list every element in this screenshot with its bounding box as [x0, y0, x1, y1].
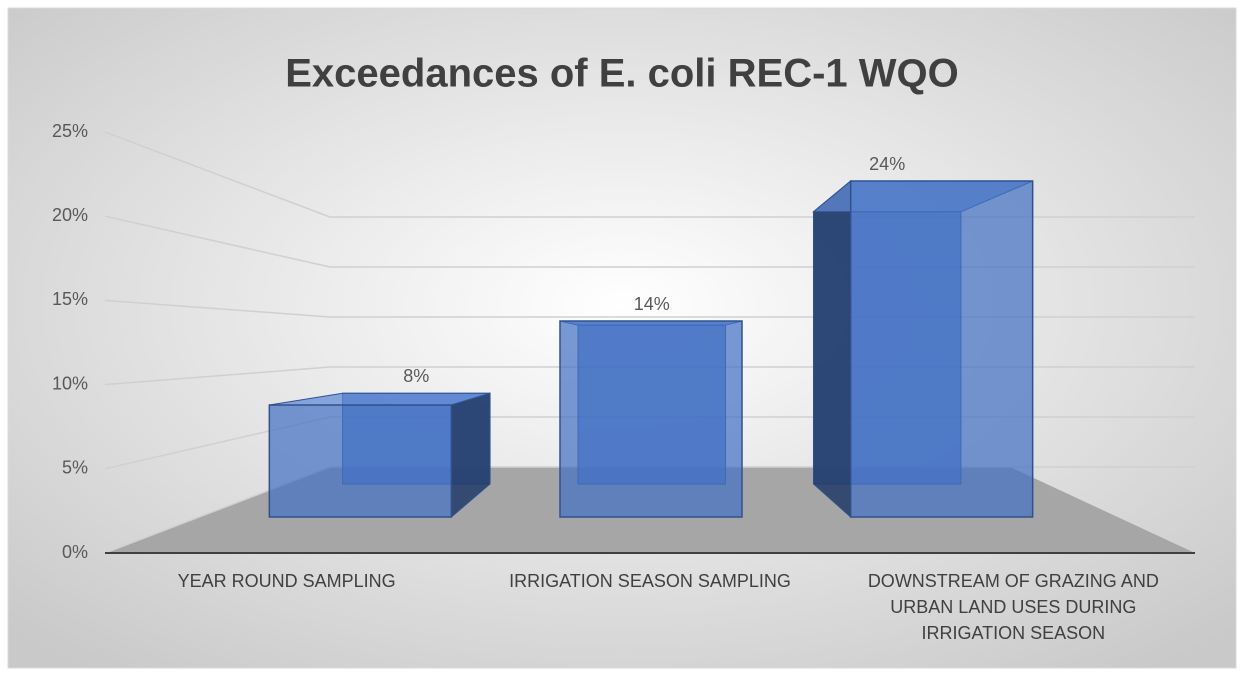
bar-front: [849, 180, 1034, 518]
y-tick-label: 5%: [62, 458, 88, 478]
grid-line: [104, 366, 331, 386]
bar-side: [812, 179, 852, 519]
y-tick-label: 15%: [52, 289, 88, 309]
value-label: 24%: [869, 154, 905, 174]
y-tick-label: 20%: [52, 205, 88, 225]
y-tick-label: 25%: [52, 121, 88, 141]
value-label: 14%: [634, 294, 670, 314]
bar-front: [268, 404, 453, 518]
grid-line: [104, 131, 331, 218]
chart-title: Exceedances of E. coli REC-1 WQO: [285, 52, 959, 96]
y-tick-label: 0%: [62, 542, 88, 562]
x-tick-label: IRRIGATION SEASON SAMPLING: [509, 571, 791, 591]
x-tick-label: DOWNSTREAM OF GRAZING AND URBAN LAND USE…: [867, 571, 1159, 643]
value-label: 8%: [403, 366, 429, 386]
grid-line: [104, 215, 331, 268]
x-tick-label: YEAR ROUND SAMPLING: [177, 571, 396, 591]
grid-line: [104, 299, 331, 318]
bar-front: [559, 320, 743, 518]
y-tick-label: 10%: [52, 373, 88, 393]
